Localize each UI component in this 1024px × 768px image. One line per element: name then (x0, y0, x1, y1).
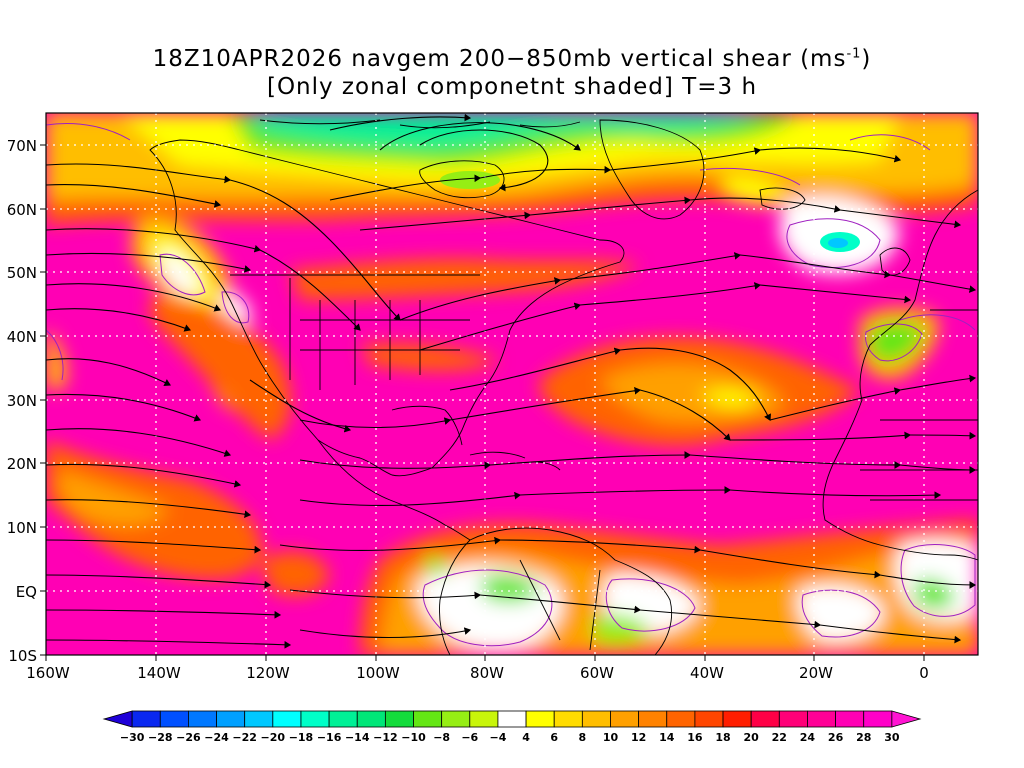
colorbar-tick-label: −10 (401, 731, 426, 744)
lon-label-100w: 100W (356, 664, 400, 682)
colorbar-tick-label: −6 (461, 731, 478, 744)
lon-label-140w: 140W (137, 664, 181, 682)
colorbar-swatch (131, 710, 161, 728)
lon-label-20w: 20W (799, 664, 833, 682)
colorbar-tick-label: −4 (489, 731, 506, 744)
colorbar-swatch (525, 710, 555, 728)
lat-label-10s: 10S (8, 647, 37, 665)
lat-label-20n: 20N (7, 455, 37, 473)
lon-label-60w: 60W (580, 664, 614, 682)
colorbar-swatch (553, 710, 583, 728)
colorbar-swatch (581, 710, 611, 728)
lat-label-70n: 70N (7, 137, 37, 155)
colorbar-tick-label: −22 (232, 731, 257, 744)
colorbar-swatch (778, 710, 808, 728)
lon-label-80w: 80W (470, 664, 504, 682)
colorbar-tick-label: −30 (120, 731, 145, 744)
colorbar-swatch (835, 710, 865, 728)
map-title-line2: [Only zonal componetnt shaded] T=3 h (266, 74, 758, 100)
colorbar-tick-label: −28 (148, 731, 173, 744)
colorbar-swatch (244, 710, 274, 728)
colorbar-tick-label: 18 (715, 731, 730, 744)
map-frame (45, 112, 979, 656)
colorbar-tick-label: −8 (433, 731, 450, 744)
colorbar-tick-label: −20 (261, 731, 286, 744)
colorbar-swatch (750, 710, 780, 728)
colorbar-tick-label: −16 (317, 731, 342, 744)
colorbar-swatch (384, 710, 414, 728)
colorbar-tick-label: 14 (659, 731, 675, 744)
colorbar-swatch (216, 710, 246, 728)
lon-label-0: 0 (919, 664, 929, 682)
map-title-line1: 18Z10APR2026 navgem 200−850mb vertical s… (152, 46, 872, 72)
colorbar-swatch (413, 710, 443, 728)
colorbar-tick-label: −26 (176, 731, 201, 744)
colorbar-tick-label: 16 (687, 731, 703, 744)
colorbar-tick-label: 6 (550, 731, 558, 744)
colorbar-tick-label: −18 (289, 731, 314, 744)
colorbar-swatch (188, 710, 217, 728)
colorbar-swatch (272, 710, 302, 728)
colorbar-tick-label: −14 (345, 731, 370, 744)
colorbar-tick-label: −24 (204, 731, 229, 744)
lat-label-60n: 60N (7, 201, 37, 219)
lon-label-40w: 40W (690, 664, 724, 682)
colorbar-tick-label: 24 (800, 731, 816, 744)
colorbar-swatch (159, 710, 189, 728)
colorbar-tick-label: 12 (631, 731, 646, 744)
colorbar-swatch (891, 710, 922, 728)
colorbar-tick-label: 28 (856, 731, 871, 744)
colorbar-swatch (102, 710, 133, 728)
colorbar-swatch (328, 710, 358, 728)
colorbar-tick-label: 20 (744, 731, 760, 744)
colorbar-swatch (441, 710, 471, 728)
colorbar-tick-label: 4 (522, 731, 530, 744)
colorbar-tick-label: 26 (828, 731, 844, 744)
colorbar-swatch (469, 710, 499, 728)
streamlines (46, 113, 977, 649)
lat-label-10n: 10N (7, 519, 37, 537)
lon-label-160w: 160W (26, 664, 70, 682)
colorbar-tick-label: 10 (603, 731, 619, 744)
lat-label-eq: EQ (16, 583, 37, 601)
lat-label-30n: 30N (7, 392, 37, 410)
lat-label-50n: 50N (7, 264, 37, 282)
colorbar-tick-label: 22 (772, 731, 787, 744)
colorbar-swatch (638, 710, 668, 728)
colorbar-swatch (722, 710, 752, 728)
colorbar-swatch (356, 710, 386, 728)
colorbar-swatch (610, 710, 640, 728)
colorbar-tick-label: 8 (579, 731, 587, 744)
colorbar-swatch (666, 710, 696, 728)
graticule (46, 113, 978, 655)
colorbar: −30 −28 −26 −24 −22 −20 −18 −16 −14 −12 −10 −8 −6 −4 4… (102, 710, 922, 744)
colorbar-swatch (497, 710, 527, 728)
lon-label-120w: 120W (246, 664, 290, 682)
colorbar-swatch (694, 710, 724, 728)
shaded-field (46, 113, 978, 655)
colorbar-swatch (863, 710, 893, 728)
colorbar-swatch (300, 710, 330, 728)
colorbar-tick-label: 30 (884, 731, 900, 744)
colorbar-tick-label: −12 (373, 731, 398, 744)
lat-label-40n: 40N (7, 328, 37, 346)
colorbar-swatch (807, 710, 836, 728)
